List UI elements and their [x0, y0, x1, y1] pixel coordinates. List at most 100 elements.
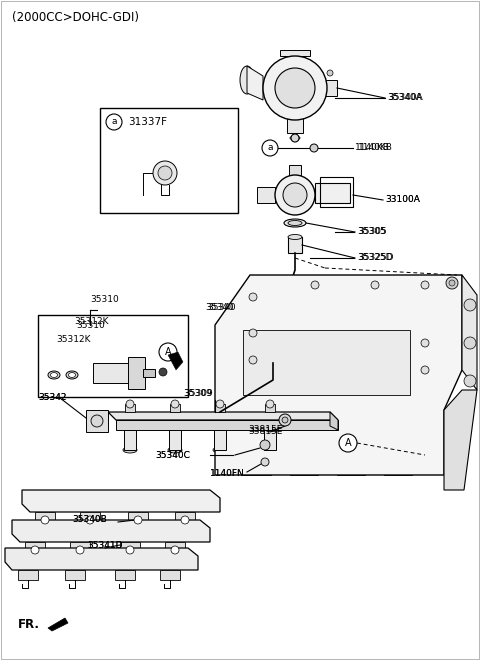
Circle shape	[262, 140, 278, 156]
Ellipse shape	[66, 371, 78, 379]
Circle shape	[279, 414, 291, 426]
Polygon shape	[165, 542, 185, 550]
Polygon shape	[22, 490, 220, 512]
Circle shape	[421, 281, 429, 289]
Polygon shape	[65, 570, 85, 580]
Text: 35325D: 35325D	[357, 253, 393, 263]
Ellipse shape	[261, 296, 299, 324]
Text: 35340A: 35340A	[387, 94, 422, 102]
Polygon shape	[462, 275, 477, 390]
Text: 35341D: 35341D	[87, 541, 122, 550]
Circle shape	[126, 400, 134, 408]
Circle shape	[283, 183, 307, 207]
Circle shape	[282, 417, 288, 423]
Polygon shape	[25, 542, 45, 550]
Circle shape	[275, 68, 315, 108]
Text: 35340B: 35340B	[72, 515, 107, 525]
Polygon shape	[120, 542, 140, 550]
Circle shape	[159, 368, 167, 376]
Polygon shape	[325, 80, 337, 96]
Circle shape	[261, 458, 269, 466]
Text: 35312K: 35312K	[56, 335, 91, 345]
Polygon shape	[280, 50, 310, 56]
Circle shape	[249, 356, 257, 364]
Polygon shape	[160, 570, 180, 580]
Circle shape	[311, 281, 319, 289]
Circle shape	[249, 293, 257, 301]
Circle shape	[76, 546, 84, 554]
Text: 1140KB: 1140KB	[355, 143, 390, 152]
Polygon shape	[330, 412, 338, 430]
Ellipse shape	[48, 371, 60, 379]
Text: 35312K: 35312K	[74, 317, 108, 327]
Polygon shape	[247, 66, 263, 100]
Text: 35305: 35305	[357, 228, 386, 236]
Bar	[337, 455, 365, 475]
Ellipse shape	[123, 447, 137, 453]
Text: 35340B: 35340B	[72, 515, 107, 525]
Bar	[38, 315, 188, 397]
Circle shape	[106, 114, 122, 130]
Circle shape	[153, 161, 177, 185]
Polygon shape	[143, 369, 155, 377]
Polygon shape	[170, 404, 180, 412]
Ellipse shape	[321, 289, 359, 317]
Text: 35325D: 35325D	[358, 253, 394, 263]
Polygon shape	[169, 430, 181, 450]
Polygon shape	[108, 412, 338, 420]
Text: 35342: 35342	[38, 393, 67, 403]
Ellipse shape	[213, 447, 227, 453]
Bar	[384, 455, 412, 475]
Circle shape	[41, 516, 49, 524]
Text: 35310: 35310	[90, 296, 119, 304]
Circle shape	[371, 281, 379, 289]
Polygon shape	[257, 187, 275, 203]
Circle shape	[266, 400, 274, 408]
Ellipse shape	[327, 294, 353, 312]
Text: 1140FN: 1140FN	[210, 469, 245, 477]
Text: 1140FN: 1140FN	[210, 469, 245, 477]
Ellipse shape	[263, 447, 277, 453]
Polygon shape	[175, 512, 195, 520]
Polygon shape	[215, 275, 462, 475]
Polygon shape	[315, 183, 350, 203]
Circle shape	[216, 400, 224, 408]
Ellipse shape	[290, 136, 300, 140]
Text: FR.: FR.	[18, 618, 40, 630]
Polygon shape	[12, 520, 210, 542]
Text: 35340C: 35340C	[155, 451, 190, 459]
Circle shape	[449, 280, 455, 286]
Ellipse shape	[387, 294, 413, 312]
Text: 33815E: 33815E	[248, 428, 282, 436]
Bar	[290, 455, 318, 475]
Polygon shape	[289, 165, 301, 175]
Polygon shape	[86, 410, 108, 432]
Polygon shape	[48, 618, 68, 631]
Polygon shape	[265, 404, 275, 412]
Circle shape	[464, 375, 476, 387]
Circle shape	[327, 70, 333, 76]
Circle shape	[291, 134, 299, 142]
Text: 35340A: 35340A	[388, 94, 423, 102]
Text: 35309: 35309	[184, 389, 213, 397]
Ellipse shape	[284, 219, 306, 227]
Circle shape	[464, 299, 476, 311]
Polygon shape	[128, 512, 148, 520]
Circle shape	[446, 277, 458, 289]
Circle shape	[31, 546, 39, 554]
Ellipse shape	[69, 372, 75, 378]
Polygon shape	[264, 430, 276, 450]
Circle shape	[310, 144, 318, 152]
Circle shape	[275, 175, 315, 215]
Circle shape	[159, 343, 177, 361]
Text: A: A	[345, 438, 351, 448]
Bar	[243, 455, 271, 475]
Polygon shape	[215, 404, 225, 412]
Text: 31337F: 31337F	[128, 117, 167, 127]
Text: A: A	[165, 347, 171, 357]
Text: 35340: 35340	[205, 304, 234, 312]
Polygon shape	[93, 363, 143, 383]
Circle shape	[260, 440, 270, 450]
Circle shape	[263, 56, 327, 120]
Ellipse shape	[381, 289, 419, 317]
